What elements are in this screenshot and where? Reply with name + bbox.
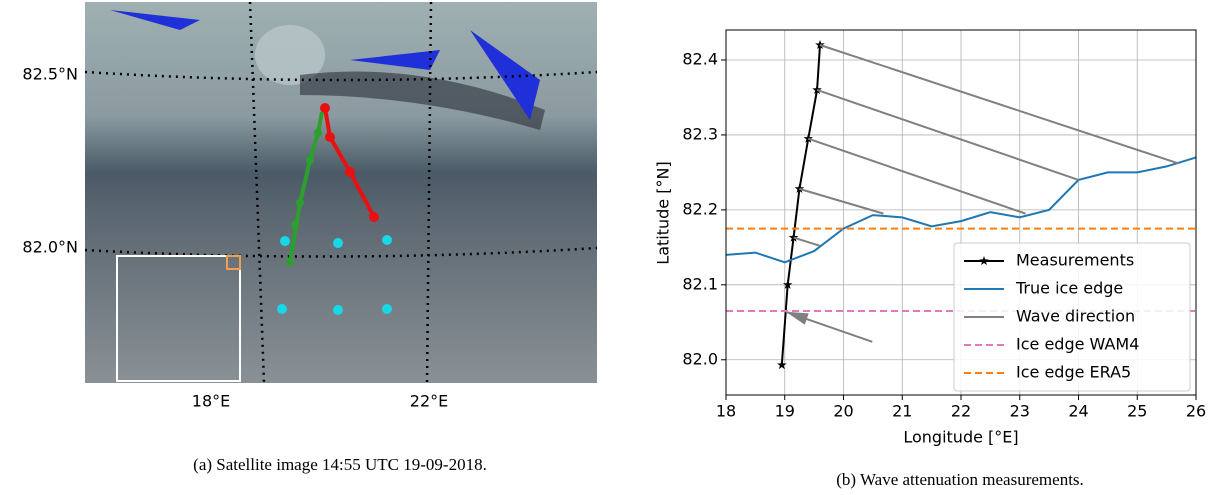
satellite-image	[85, 2, 597, 383]
legend-label: Wave direction	[1016, 307, 1135, 326]
lat-label: 82.5°N	[22, 65, 78, 84]
legend-label: Ice edge WAM4	[1016, 335, 1139, 354]
x-tick-label: 20	[833, 402, 853, 421]
page: 82.5°N 82.0°N 18°E 22°E (a) Satellite im…	[0, 0, 1217, 495]
y-tick-label: 82.0	[682, 349, 718, 368]
image-background	[85, 2, 597, 383]
y-tick-label: 82.2	[682, 199, 718, 218]
lon-label: 22°E	[410, 392, 448, 411]
y-tick-label: 82.3	[682, 124, 718, 143]
plot: 18 19 20 21 22 23 24 25 26 82.0 82.1 82.2 82.3 82.4 Me…	[682, 30, 1206, 421]
x-tick-label: 25	[1127, 402, 1147, 421]
x-tick-label: 23	[1010, 402, 1030, 421]
legend-label: Measurements	[1016, 251, 1134, 270]
x-tick-label: 22	[951, 402, 971, 421]
legend-label: Ice edge ERA5	[1016, 363, 1131, 382]
y-axis-label: Latitude [°N]	[654, 161, 673, 264]
x-tick-label: 24	[1068, 402, 1088, 421]
y-tick-label: 82.4	[682, 49, 718, 68]
x-axis-label: Longitude [°E]	[903, 428, 1018, 447]
legend-label: True ice edge	[1015, 279, 1123, 298]
x-tick-label: 19	[775, 402, 795, 421]
x-tick-label: 26	[1186, 402, 1206, 421]
caption: (b) Wave attenuation measurements.	[836, 470, 1084, 489]
x-tick-label: 18	[716, 402, 736, 421]
y-tick-label: 82.1	[682, 274, 718, 293]
lat-label: 82.0°N	[22, 238, 78, 257]
caption: (a) Satellite image 14:55 UTC 19-09-2018…	[193, 455, 487, 474]
marker	[777, 360, 787, 369]
x-tick-label: 21	[892, 402, 912, 421]
lon-label: 18°E	[192, 392, 230, 411]
arrow-head	[786, 312, 809, 325]
figure: 82.5°N 82.0°N 18°E 22°E (a) Satellite im…	[0, 0, 1217, 495]
